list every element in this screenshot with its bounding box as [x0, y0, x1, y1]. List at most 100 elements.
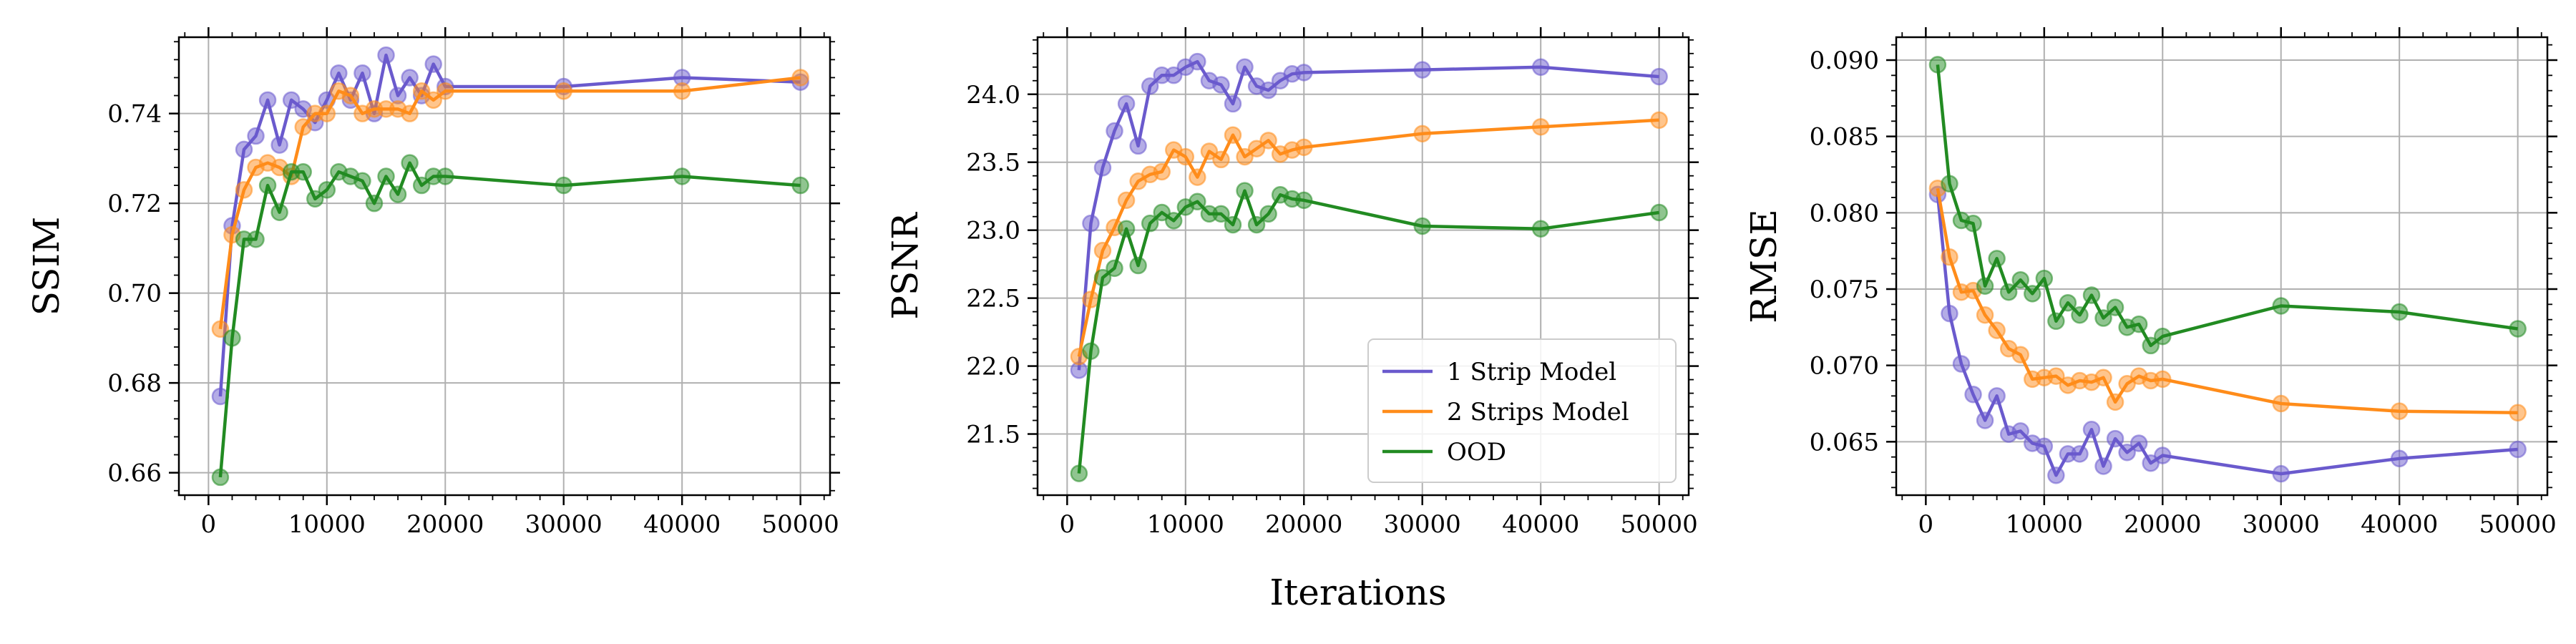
data-point	[318, 104, 336, 122]
series-ood	[1070, 182, 1668, 482]
data-point	[2118, 444, 2136, 462]
data-point	[412, 176, 431, 195]
data-point	[1413, 125, 1431, 143]
data-point	[1165, 212, 1183, 230]
data-point	[2011, 346, 2029, 364]
y-tick-label: 0.065	[1810, 428, 1879, 457]
data-point	[1117, 191, 1136, 210]
series-line-ood	[218, 161, 801, 478]
ticks	[1028, 27, 1699, 505]
data-point	[306, 190, 324, 208]
y-tick-label: 23.0	[966, 217, 1020, 245]
data-point	[1070, 464, 1088, 482]
ticks	[169, 27, 840, 505]
data-point	[401, 154, 419, 172]
series-ood	[211, 154, 809, 487]
data-point	[1650, 203, 1668, 222]
x-tick-label: 30000	[525, 510, 602, 539]
x-tick-label: 20000	[1265, 510, 1342, 539]
data-point	[1189, 192, 1206, 211]
data-point	[2129, 434, 2148, 452]
data-point	[294, 118, 312, 136]
data-point	[1988, 250, 2006, 268]
data-point	[1093, 159, 1112, 177]
data-point	[2272, 394, 2290, 413]
y-tick-label: 0.68	[107, 369, 162, 398]
series-1-strip-model	[1928, 185, 2527, 484]
data-point	[247, 230, 265, 248]
data-point	[1093, 241, 1112, 260]
data-point	[389, 185, 407, 203]
data-point	[1212, 150, 1230, 169]
x-tick-label: 10000	[1147, 510, 1224, 539]
data-point	[1295, 64, 1313, 82]
data-point	[2390, 449, 2409, 468]
data-point	[2272, 464, 2290, 483]
data-point	[1999, 283, 2018, 301]
y-tick-label: 0.74	[107, 100, 162, 129]
ticks	[1886, 27, 2557, 505]
series-2-strips-model	[1070, 111, 1668, 366]
data-point	[424, 55, 442, 73]
series-1-strip-model	[211, 46, 809, 406]
data-point	[1976, 411, 1994, 429]
data-point	[436, 82, 454, 100]
data-point	[2047, 367, 2065, 385]
data-point	[1082, 291, 1100, 308]
y-tick-label: 0.72	[107, 190, 162, 218]
x-tick-label: 10000	[288, 510, 366, 539]
data-point	[1129, 137, 1147, 155]
data-point	[1259, 132, 1277, 150]
data-point	[1952, 355, 1971, 373]
x-tick-label: 20000	[2124, 510, 2201, 539]
data-point	[2272, 297, 2290, 315]
data-point	[2106, 429, 2124, 448]
data-point	[353, 64, 371, 82]
series-2-strips-model	[1928, 179, 2527, 422]
data-point	[1141, 214, 1159, 233]
data-point	[1189, 168, 1206, 186]
data-point	[235, 140, 253, 159]
data-point	[555, 82, 572, 100]
data-point	[1650, 67, 1668, 86]
data-point	[401, 104, 419, 122]
data-point	[1247, 215, 1266, 234]
data-point	[2082, 421, 2101, 439]
x-tick-label: 0	[1918, 510, 1934, 539]
data-point	[1117, 220, 1136, 238]
data-point	[791, 176, 809, 195]
data-point	[1224, 126, 1242, 144]
series-line-ood	[1936, 64, 2518, 348]
legend-box	[1367, 338, 1677, 483]
data-point	[1259, 81, 1277, 99]
data-point	[1165, 66, 1183, 84]
data-point	[1236, 58, 1254, 77]
data-point	[2106, 393, 2124, 411]
data-point	[341, 87, 360, 104]
data-point	[1153, 162, 1171, 181]
y-tick-label: 22.0	[966, 353, 1020, 381]
ssim-panel: 0 10000 20000 30000 40000 50000 0.66 0.68 0.70 0.…	[26, 27, 840, 539]
data-point	[270, 203, 288, 221]
data-point	[1413, 217, 1431, 235]
y-tick-label: 0.070	[1810, 352, 1879, 381]
data-point	[424, 91, 442, 109]
legend-label-2-strips-model: 2 Strips Model	[1447, 398, 1629, 426]
series-2-strips-model	[211, 69, 809, 338]
data-point	[1141, 77, 1159, 95]
y-tick-label: 0.70	[107, 280, 162, 308]
x-tick-label: 50000	[762, 510, 839, 539]
data-point	[1093, 268, 1112, 287]
data-point	[377, 167, 395, 185]
data-point	[258, 176, 277, 195]
data-point	[2094, 309, 2112, 327]
data-point	[2071, 445, 2089, 463]
data-point	[1295, 191, 1313, 210]
data-point	[1976, 277, 1994, 295]
data-point	[2094, 457, 2112, 475]
data-point	[412, 82, 431, 100]
data-point	[1117, 94, 1136, 113]
data-point	[377, 46, 395, 64]
data-point	[1236, 147, 1254, 166]
data-point	[1212, 76, 1230, 94]
